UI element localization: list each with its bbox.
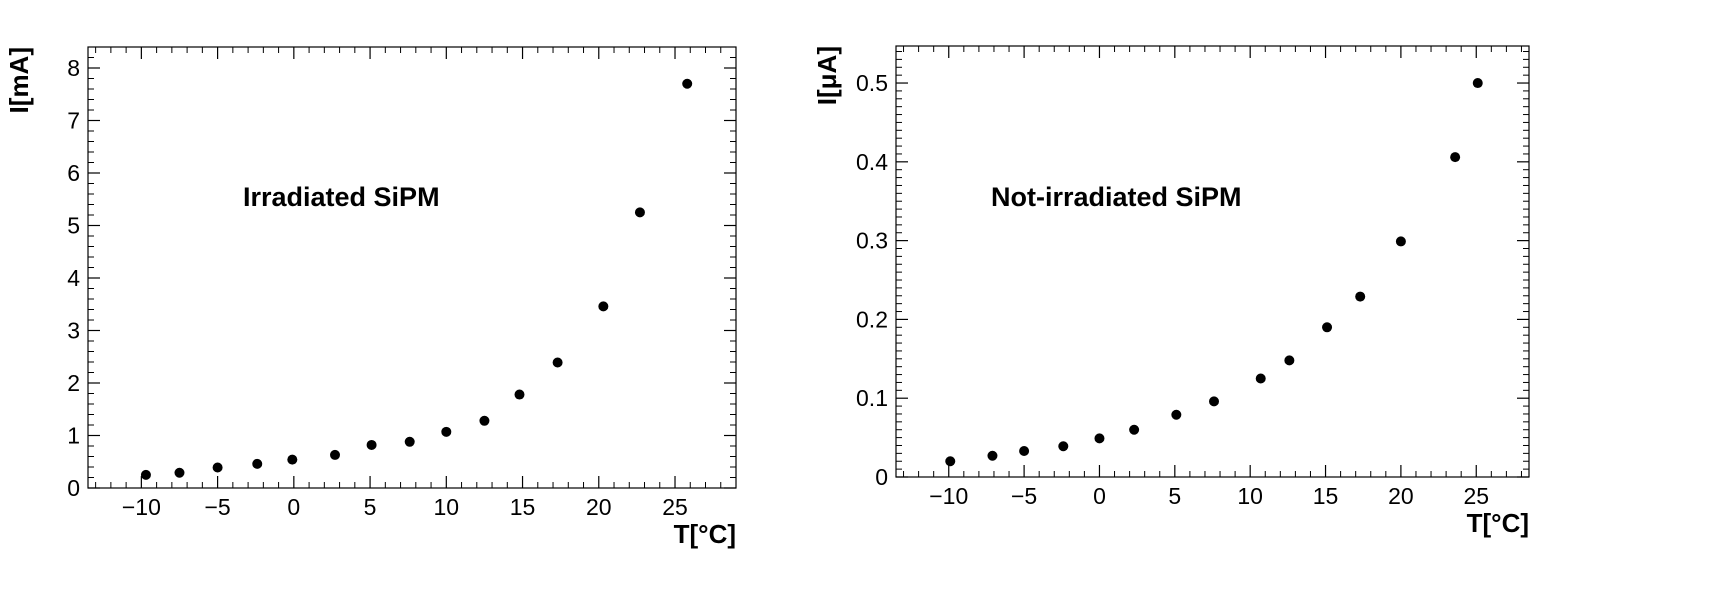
data-point [1209,396,1220,407]
not-irradiated-sipm-panel: −10 −5 0 5 10 15 20 25 0 0.1 0.2 0.3 0.4 0.5 Not-irrad… [812,45,1530,538]
x-tick-label: 15 [1313,483,1339,509]
data-point [1094,433,1105,444]
data-point [1450,152,1461,163]
data-point [1355,291,1366,302]
data-point [1472,78,1483,89]
y-tick-label: 7 [67,108,80,134]
x-tick-label: 10 [1237,483,1263,509]
data-point [174,467,185,478]
x-tick-label: 5 [1168,483,1181,509]
x-tick-label: −5 [204,494,230,520]
data-point [441,426,452,437]
x-tick-label: 25 [662,494,688,520]
plot-frame [895,45,1530,478]
data-point [945,456,956,467]
y-axis-title: I[μA] [812,46,842,105]
data-point [366,439,377,450]
data-point [140,469,151,480]
y-tick-label: 6 [67,160,80,186]
data-point [404,436,415,447]
x-tick-label: 25 [1463,483,1489,509]
y-tick-label: 5 [67,213,80,239]
data-point [1255,373,1266,384]
x-tick-label: −10 [122,494,161,520]
data-point [330,449,341,460]
panel-annotation: Not-irradiated SiPM [991,182,1242,212]
plot-frame [87,46,737,489]
data-point [212,462,223,473]
x-tick-label: 20 [1388,483,1414,509]
data-point [514,389,525,400]
data-point [1171,409,1182,420]
data-point [1395,236,1406,247]
y-tick-label: 2 [67,370,80,396]
data-point [1322,322,1333,333]
y-tick-label: 4 [67,265,80,291]
y-tick-label: 0.5 [856,70,888,96]
data-point [598,301,609,312]
x-tick-label: 10 [434,494,460,520]
data-point [634,207,645,218]
x-tick-label: 15 [510,494,536,520]
x-axis-title: T[°C] [674,519,736,549]
data-point [287,454,298,465]
y-tick-label: 0 [875,464,888,490]
data-point [682,78,693,89]
y-axis-title: I[mA] [4,47,34,113]
data-point [552,357,563,368]
x-tick-label: −5 [1011,483,1037,509]
data-point [479,415,490,426]
x-tick-label: 0 [287,494,300,520]
y-tick-label: 0.3 [856,228,888,254]
y-tick-label: 0.4 [856,149,888,175]
y-tick-label: 0.2 [856,306,888,332]
y-tick-label: 8 [67,55,80,81]
y-tick-label: 0.1 [856,385,888,411]
x-axis-title: T[°C] [1467,508,1529,538]
data-point [1019,445,1030,456]
data-point [1058,441,1069,452]
data-point [1284,355,1295,366]
x-tick-label: 20 [586,494,612,520]
y-tick-label: 3 [67,318,80,344]
panel-annotation: Irradiated SiPM [243,182,440,212]
x-tick-label: 0 [1093,483,1106,509]
y-tick-label: 1 [67,423,80,449]
x-tick-label: 5 [364,494,377,520]
irradiated-sipm-panel: −10 −5 0 5 10 15 20 25 0 1 2 3 4 5 6 7 8 Irradiated SiPM T… [4,46,737,549]
y-tick-label: 0 [67,475,80,501]
data-point [987,450,998,461]
data-point [1129,424,1140,435]
data-point [252,458,263,469]
x-tick-label: −10 [929,483,968,509]
